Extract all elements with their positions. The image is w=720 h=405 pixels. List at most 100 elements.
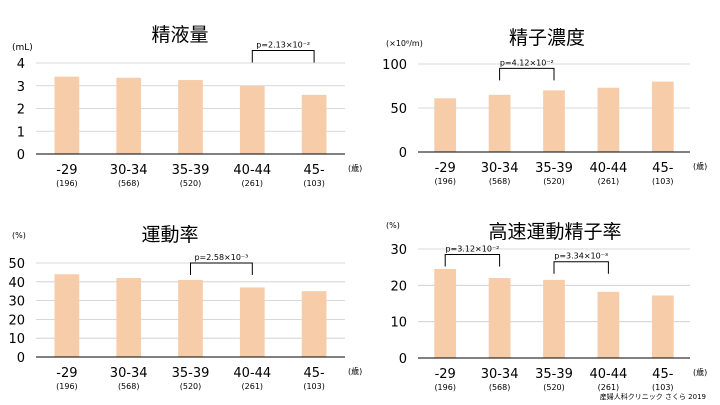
chart-4-ytick-label: 10: [390, 316, 407, 331]
chart-3-ytick-label: 0: [17, 351, 25, 366]
chart-4-category-count: (196): [434, 383, 456, 392]
chart-3-bar: [178, 279, 203, 357]
chart-4-ytick-label: 30: [390, 243, 407, 258]
chart-3-ytick-label: 20: [8, 313, 25, 328]
chart-2-significance-bracket: [499, 67, 555, 81]
chart-2-category-count: (103): [652, 177, 674, 186]
chart-1-bar: [301, 94, 327, 154]
chart-4-category-count: (568): [489, 383, 511, 392]
chart-4-axis-unit: (歳): [693, 367, 707, 377]
chart-3-significance-bracket: [190, 262, 253, 275]
chart-2-ytick-label: 50: [390, 102, 407, 117]
chart-2-category-count: (261): [598, 177, 620, 186]
chart-2-bar: [488, 94, 511, 152]
chart-4-ytick-label: 20: [390, 279, 407, 294]
chart-2-bar: [434, 98, 457, 152]
chart-4-bar: [488, 278, 511, 358]
chart-1-bar: [239, 85, 265, 154]
chart-3-bar: [301, 291, 327, 357]
chart-2-category-count: (196): [434, 177, 456, 186]
chart-1-category-count: (520): [180, 179, 202, 188]
chart-3-title: 運動率: [141, 224, 198, 246]
chart-1-unit-label: (mL): [12, 43, 33, 53]
chart-1-significance-bracket: [251, 49, 315, 63]
chart-1-category-label: 45-: [303, 163, 325, 178]
chart-2-category-count: (568): [489, 177, 511, 186]
chart-3-category-count: (196): [56, 382, 78, 391]
chart-3-category-label: 30-34: [110, 366, 148, 381]
chart-4-p-value: p=3.34×10⁻³: [554, 252, 608, 261]
chart-4-category-label: 30-34: [481, 367, 519, 382]
chart-1-title: 精液量: [151, 24, 208, 46]
chart-4-significance-bracket: [444, 253, 501, 267]
chart-1-category-count: (103): [303, 179, 325, 188]
chart-4-bar: [597, 291, 620, 358]
chart-4-category-label: 40-44: [590, 367, 628, 382]
chart-3-category-count: (103): [303, 382, 325, 391]
chart-2-ytick-label: 0: [399, 146, 407, 161]
chart-2-category-label: 45-: [652, 161, 674, 176]
credit-text: 産婦人科クリニック さくら 2019: [599, 393, 706, 401]
chart-3-category-count: (261): [242, 382, 264, 391]
chart-3-bar: [239, 287, 265, 357]
chart-1-category-label: 40-44: [233, 163, 271, 178]
chart-1-category-count: (568): [118, 179, 140, 188]
chart-2-bar: [651, 81, 674, 152]
chart-4-category-label: 35-39: [535, 367, 573, 382]
chart-3-category-label: 35-39: [172, 366, 210, 381]
chart-3-category-count: (568): [118, 382, 140, 391]
chart-4-bar: [434, 268, 457, 358]
chart-2-category-count: (520): [543, 177, 565, 186]
chart-1-ytick-label: 2: [17, 103, 25, 118]
chart-3-axis-unit: (歳): [348, 366, 362, 376]
chart-4-unit-label: (%): [386, 221, 400, 230]
chart-1-category-label: 30-34: [110, 163, 148, 178]
chart-2-axis-unit: (歳): [693, 161, 707, 171]
chart-4-category-count: (520): [543, 383, 565, 392]
chart-3-category-label: 45-: [303, 366, 325, 381]
chart-3-ytick-label: 30: [8, 295, 25, 310]
chart-2-category-label: 35-39: [535, 161, 573, 176]
chart-3-category-count: (520): [180, 382, 202, 391]
chart-1-category-count: (261): [242, 179, 264, 188]
chart-2-bar: [543, 90, 565, 152]
chart-4-category-count: (261): [598, 383, 620, 392]
chart-2-ytick-label: 100: [382, 58, 407, 73]
chart-4-category-count: (103): [652, 383, 674, 392]
chart-1-bar: [178, 80, 203, 154]
chart-1-category-count: (196): [56, 179, 78, 188]
chart-1-category-label: 35-39: [172, 163, 210, 178]
chart-1-bar: [54, 76, 80, 154]
chart-1-p-value: p=2.13×10⁻²: [256, 40, 310, 49]
chart-2-category-label: 30-34: [481, 161, 519, 176]
chart-3-bar: [54, 274, 80, 357]
chart-3-ytick-label: 50: [8, 257, 25, 272]
chart-1-bar: [116, 77, 142, 154]
chart-4-category-label: 45-: [652, 367, 674, 382]
chart-2-unit-label: (×10⁶/m): [386, 39, 423, 48]
chart-3-unit-label: (%): [12, 231, 26, 240]
chart-4-title: 高速運動精子率: [488, 221, 621, 243]
chart-2-category-label: 40-44: [590, 161, 628, 176]
chart-2-category-label: -29: [435, 161, 456, 176]
chart-3-p-value: p=2.58×10⁻³: [194, 253, 248, 262]
chart-4-category-label: -29: [435, 367, 456, 382]
chart-1-ytick-label: 0: [17, 148, 25, 163]
chart-3-ytick-label: 10: [8, 332, 25, 347]
chart-3-category-label: -29: [56, 366, 77, 381]
chart-1-ytick-label: 1: [17, 125, 25, 140]
chart-4-p-value: p=3.12×10⁻²: [445, 244, 499, 253]
chart-2-bar: [597, 87, 620, 152]
chart-2-title: 精子濃度: [509, 27, 585, 49]
chart-1-axis-unit: (歳): [348, 163, 362, 173]
chart-4-bar: [543, 279, 565, 358]
chart-4-bar: [651, 295, 674, 358]
chart-3-category-label: 40-44: [233, 366, 271, 381]
chart-3-ytick-label: 40: [8, 276, 25, 291]
chart-2-p-value: p=4.12×10⁻²: [500, 58, 554, 67]
chart-4-ytick-label: 0: [399, 352, 407, 367]
chart-1-ytick-label: 4: [17, 57, 25, 72]
chart-3-bar: [116, 278, 142, 357]
chart-1-category-label: -29: [56, 163, 77, 178]
